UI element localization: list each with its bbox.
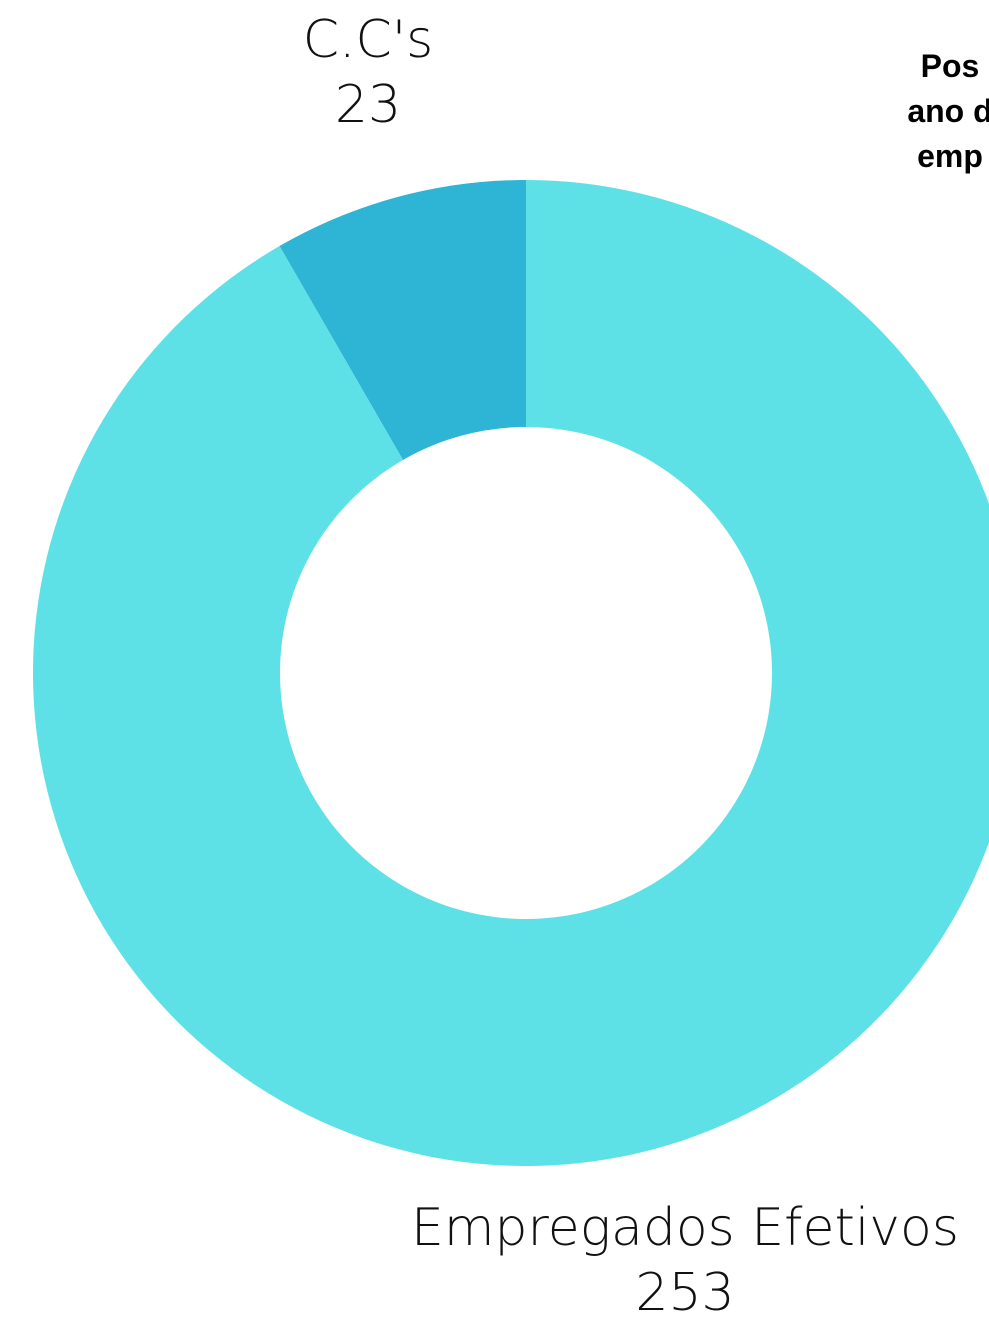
chart-title-line-2: ano d [907,92,989,129]
slice-label-cc: C.C's 23 [268,8,468,138]
chart-title-line-1: Pos [920,48,980,84]
slice-label-empregados-efetivos-value: 253 [635,1263,735,1323]
slice-cc [279,180,526,460]
slice-label-empregados-efetivos-name: Empregados Efetivos [411,1198,959,1258]
slice-empregados-efetivos [32,180,989,1166]
slice-label-cc-value: 23 [334,75,402,135]
slice-label-cc-name: C.C's [302,10,434,70]
chart-title: Pos ano d emp [860,44,989,178]
slice-label-empregados-efetivos: Empregados Efetivos 253 [400,1196,970,1326]
chart-title-line-3: emp [917,137,983,174]
